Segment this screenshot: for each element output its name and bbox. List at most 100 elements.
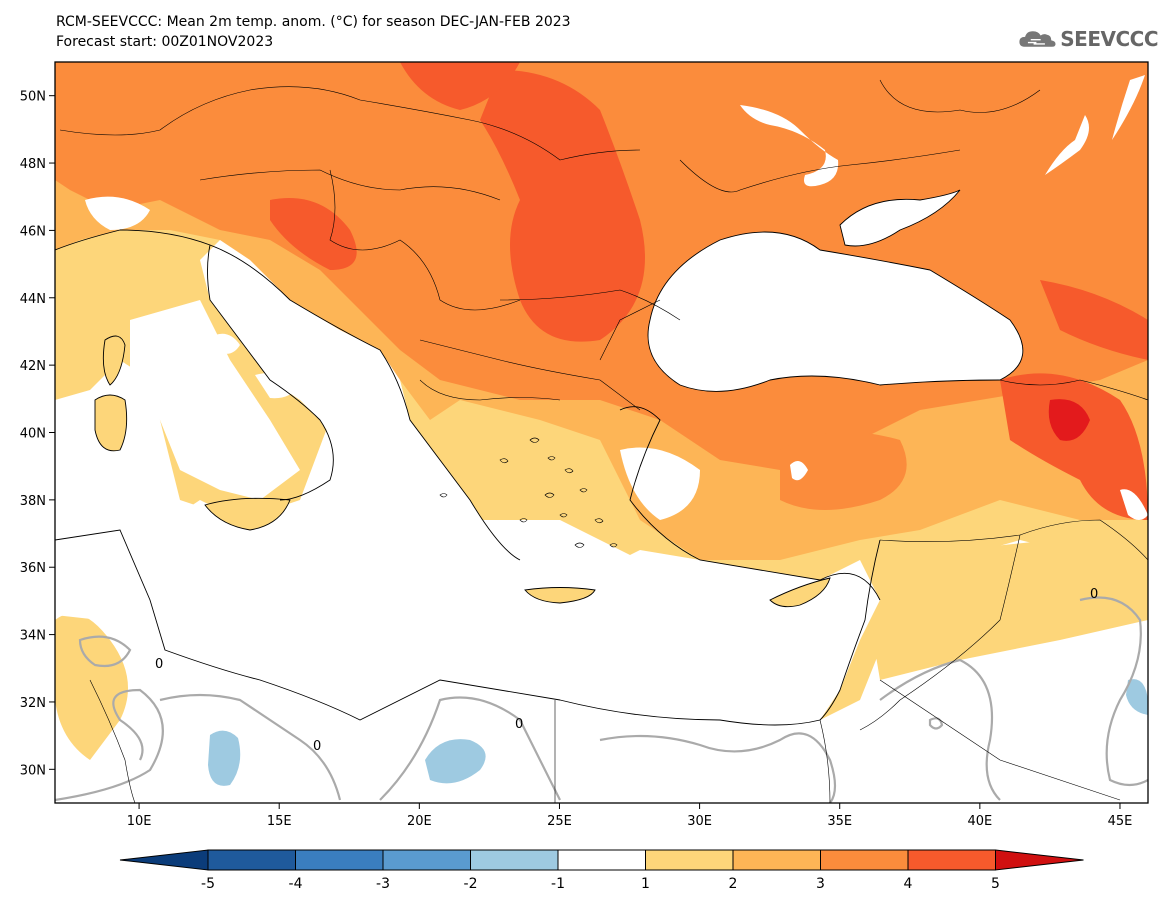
colorbar-underflow — [119, 849, 209, 871]
coastline-anatolia — [619, 406, 881, 601]
border-15 — [819, 719, 831, 803]
lat-tick-label: 32N — [20, 696, 46, 711]
zero-contour-4 — [379, 696, 561, 801]
seevccc-logo: SEEVCCC — [1018, 22, 1158, 56]
anomaly-white-patch-4 — [790, 461, 808, 481]
colorbar-segment — [557, 849, 646, 871]
border-1 — [59, 86, 641, 161]
lat-tick-label: 40N — [20, 427, 46, 442]
anomaly-region-4-5-east — [1040, 280, 1148, 360]
aegean-islands — [439, 437, 618, 548]
zero-contour-6 — [879, 658, 1001, 801]
zero-contour-7 — [1079, 596, 1148, 787]
zero-contour-2 — [78, 635, 132, 668]
mediterranean-sea — [55, 240, 880, 730]
coastline-levant — [819, 539, 881, 721]
white-patch-alps — [85, 196, 150, 230]
coastline-crete — [524, 587, 596, 604]
logo-text: SEEVCCC — [1060, 27, 1158, 51]
sea-of-azov — [840, 190, 960, 246]
colorbar-label: 3 — [816, 876, 825, 892]
lat-tick-label: 30N — [20, 763, 46, 778]
white-streak-1 — [740, 105, 839, 187]
lon-tick-label: 30E — [687, 814, 712, 829]
anomaly-region-negative-3 — [1126, 679, 1148, 715]
colorbar-segment — [732, 849, 821, 871]
colorbar-label: -2 — [464, 876, 478, 892]
border-2 — [199, 169, 501, 201]
colorbar-label: -3 — [376, 876, 390, 892]
border-16 — [599, 299, 661, 361]
anomaly-region-4-5-caucasus — [1000, 373, 1148, 520]
border-4 — [499, 289, 681, 321]
lat-tick-label: 44N — [20, 292, 46, 307]
island-1 — [529, 437, 540, 443]
lat-tick-label: 46N — [20, 224, 46, 239]
colorbar-overflow — [995, 849, 1084, 871]
colorbar-label: 2 — [729, 876, 738, 892]
border-11 — [859, 534, 1021, 731]
island-7 — [594, 518, 604, 524]
lat-tick-label: 34N — [20, 629, 46, 644]
cloud-icon — [1019, 31, 1056, 47]
colorbar-segment — [907, 849, 996, 871]
colorbar-segment — [295, 849, 384, 871]
colorbar-label: 4 — [904, 876, 913, 892]
colorbar-label: -1 — [551, 876, 565, 892]
coastline-azov — [839, 189, 961, 247]
coastline-sicily — [204, 497, 291, 531]
lat-tick-label: 50N — [20, 90, 46, 105]
tyrrhenian-sea — [130, 300, 300, 500]
longitude-axis: 10E 15E 20E 25E 30E 35E 40E 45E — [127, 803, 1132, 829]
colorbar-label: 5 — [991, 876, 1000, 892]
island-3 — [564, 468, 574, 474]
lon-tick-label: 25E — [547, 814, 572, 829]
border-8 — [879, 79, 1041, 113]
lat-tick-label: 36N — [20, 561, 46, 576]
contour-label-4: 0 — [1090, 587, 1098, 602]
contour-label-3: 0 — [515, 717, 523, 732]
colorbar-label: 1 — [641, 876, 650, 892]
black-sea — [648, 232, 1023, 392]
colorbar-label: -5 — [201, 876, 215, 892]
island-4 — [579, 488, 588, 493]
anomaly-region-4-5-adriatic — [270, 198, 357, 270]
anomaly-white-patch-3 — [215, 333, 240, 354]
contour-label-1: 0 — [155, 657, 163, 672]
lon-tick-label: 15E — [267, 814, 292, 829]
island-11 — [499, 458, 509, 464]
latitude-axis: 50N 48N 46N 44N 42N 40N 38N 36N 34N 32N 30N — [20, 90, 55, 778]
coastline-corsica — [102, 335, 126, 386]
lon-tick-label: 40E — [967, 814, 992, 829]
white-streak-3 — [1112, 75, 1145, 140]
anomaly-white-patch-5 — [1120, 489, 1148, 520]
coastline-black-sea — [647, 231, 1024, 392]
lat-tick-label: 38N — [20, 494, 46, 509]
border-9 — [999, 379, 1148, 401]
anomaly-region-negative-2 — [208, 730, 241, 786]
colorbar-segment — [470, 849, 559, 871]
zero-contour-3 — [159, 693, 342, 801]
zero-contours — [55, 596, 1148, 803]
colorbar-segment — [382, 849, 471, 871]
coastline-sardinia — [94, 394, 128, 452]
border-13 — [89, 679, 136, 803]
coastlines — [55, 189, 1024, 726]
lat-tick-label: 42N — [20, 359, 46, 374]
crete — [525, 587, 595, 603]
island-6 — [559, 513, 568, 518]
colorbar-segment — [645, 849, 734, 871]
anomaly-region-anatolia — [780, 432, 907, 510]
title-line-2: Forecast start: 00Z01NOV2023 — [56, 34, 274, 50]
zero-contour-8 — [928, 717, 944, 730]
anomaly-region-4-5-north — [400, 62, 520, 110]
cyprus — [770, 578, 830, 607]
colorbar-segment — [820, 849, 909, 871]
border-12 — [879, 679, 1121, 801]
island-10 — [519, 518, 528, 523]
lon-tick-label: 20E — [407, 814, 432, 829]
border-7 — [679, 149, 961, 193]
island-8 — [609, 543, 618, 548]
coastline-med-north — [55, 229, 521, 561]
anomaly-field — [55, 62, 1148, 803]
